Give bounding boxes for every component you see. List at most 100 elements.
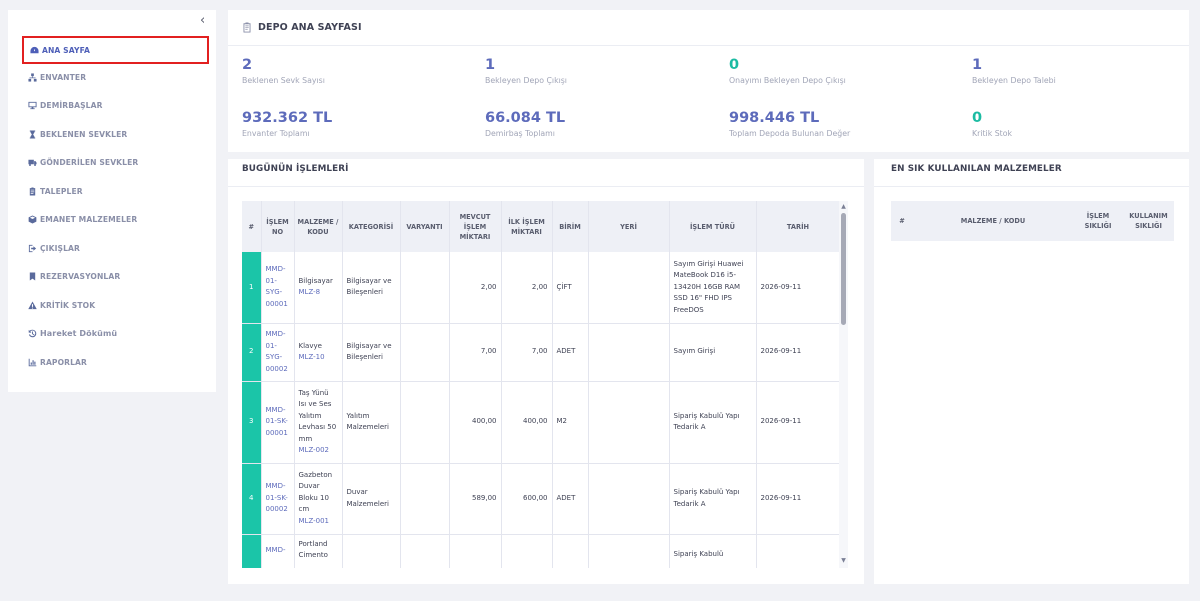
row-number: 3 (242, 381, 262, 464)
sidebar-item-talepler[interactable]: TALEPLER (26, 180, 206, 202)
initial-qty-cell (501, 534, 553, 568)
column-header[interactable]: # (891, 201, 913, 241)
stat-value: 66.084 TL (485, 110, 566, 126)
row-number: 2 (242, 323, 262, 382)
variant-cell (400, 381, 450, 464)
column-header[interactable]: VARYANTI (400, 201, 450, 252)
date-cell: 2026-09-11 (756, 252, 840, 324)
sidebar-item-label: EMANET MALZEMELER (40, 214, 138, 224)
current-qty-cell: 7,00 (449, 323, 502, 382)
location-cell (588, 534, 670, 568)
transaction-link[interactable]: MMD-01-SK-00001 (261, 381, 295, 464)
variant-cell (400, 534, 450, 568)
today-table-container[interactable]: # İŞLEM NO MALZEME / KODU KATEGORİSİ VAR… (242, 201, 840, 568)
table-row[interactable]: 2 MMD-01-SYG-00002 Klavye MLZ-10 Bilgisay… (242, 323, 840, 382)
column-header[interactable]: İLK İŞLEM MİKTARI (501, 201, 553, 252)
column-header[interactable]: YERİ (588, 201, 670, 252)
stat-envanter-toplami: 932.362 TL Envanter Toplamı (242, 109, 332, 138)
stat-demirbas-toplami: 66.084 TL Demirbaş Toplamı (485, 109, 565, 138)
scroll-thumb[interactable] (841, 213, 846, 325)
sidebar-item-hareket-dokumu[interactable]: Hareket Dökümü (26, 322, 206, 344)
sidebar-item-kritik-stok[interactable]: KRİTİK STOK (26, 294, 206, 316)
material-name: Klavye (298, 341, 322, 350)
sidebar-item-gonderilen-sevkler[interactable]: GÖNDERİLEN SEVKLER (26, 151, 206, 173)
current-qty-cell: 400,00 (449, 381, 502, 464)
date-cell: 2026-09-11 (756, 323, 840, 382)
sidebar-item-raporlar[interactable]: RAPORLAR (26, 351, 206, 373)
material-code[interactable]: MLZ-10 (298, 353, 325, 361)
table-row[interactable]: 1 MMD-01-SYG-00001 Bilgisayar MLZ-8 Bilgi… (242, 252, 840, 324)
section-title-today: BUGÜNÜN İŞLEMLERİ (242, 164, 349, 174)
material-code[interactable]: MLZ-8 (298, 288, 321, 297)
stat-toplam-deger: 998.446 TL Toplam Depoda Bulunan Değer (729, 109, 850, 138)
material-name: Portland Cimento (298, 539, 328, 560)
sidebar-item-envanter[interactable]: ENVANTER (26, 66, 206, 88)
date-cell: 2026-09-11 (756, 463, 840, 535)
row-number: 5 (242, 534, 262, 568)
unit-cell: M2 (552, 381, 589, 464)
sidebar-item-cikislar[interactable]: ÇIKIŞLAR (26, 237, 206, 259)
category-cell (342, 534, 401, 568)
material-name: Bilgisayar (298, 276, 333, 285)
stat-value: 2 (242, 57, 253, 73)
transaction-link[interactable]: MMD-01-SYG-00002 (261, 323, 295, 382)
stat-value: 932.362 TL (242, 110, 333, 126)
column-header[interactable]: # (242, 201, 262, 252)
table-row[interactable]: 3 MMD-01-SK-00001 Taş Yünü Isı ve Ses Ya… (242, 381, 840, 464)
column-header[interactable]: İŞLEM SIKLIĞI (1073, 201, 1123, 241)
column-header[interactable]: İŞLEM TÜRÜ (669, 201, 757, 252)
column-header[interactable]: KULLANIM SIKLIĞI (1123, 201, 1174, 241)
stat-label: Demirbaş Toplamı (485, 129, 555, 138)
transaction-link[interactable]: MMD-01-SK-00002 (261, 463, 295, 535)
stat-value: 0 (972, 110, 983, 126)
stat-label: Onayımı Bekleyen Depo Çıkışı (729, 76, 846, 85)
sidebar-item-ana-sayfa[interactable]: ANA SAYFA (22, 36, 209, 64)
initial-qty-cell: 600,00 (501, 463, 553, 535)
scroll-down-icon[interactable]: ▼ (841, 557, 846, 564)
type-cell: Sipariş Kabulü (669, 534, 757, 568)
column-header[interactable]: TARİH (756, 201, 840, 252)
row-number: 4 (242, 463, 262, 535)
date-cell (756, 534, 840, 568)
scroll-up-icon[interactable]: ▲ (841, 203, 846, 210)
category-cell: Bilgisayar ve Bileşenleri (342, 252, 401, 324)
location-cell (588, 323, 670, 382)
sidebar-item-label: RAPORLAR (40, 357, 87, 367)
section-divider (228, 152, 1189, 159)
sidebar-item-emanet-malzemeler[interactable]: EMANET MALZEMELER (26, 208, 206, 230)
sidebar-item-label: DEMİRBAŞLAR (40, 100, 103, 110)
desktop-icon (26, 101, 38, 110)
location-cell (588, 463, 670, 535)
material-code[interactable]: MLZ-001 (298, 516, 330, 525)
current-qty-cell: 2,00 (449, 252, 502, 324)
sidebar-item-rezervasyonlar[interactable]: REZERVASYONLAR (26, 265, 206, 287)
transaction-link[interactable]: MMD- (261, 534, 295, 568)
material-code[interactable]: MLZ-002 (298, 446, 330, 454)
column-header[interactable]: MALZEME / KODU (913, 201, 1073, 241)
popular-table: # MALZEME / KODU İŞLEM SIKLIĞI KULLANIM … (891, 201, 1174, 241)
table-row[interactable]: 5 MMD- Portland Cimento Sipariş Kabulü (242, 534, 840, 568)
material-cell: Portland Cimento (294, 534, 343, 568)
sidebar-item-label: BEKLENEN SEVKLER (40, 129, 128, 139)
column-header[interactable]: MEVCUT İŞLEM MİKTARI (449, 201, 502, 252)
table-row[interactable]: 4 MMD-01-SK-00002 Gazbeton Duvar Bloku 1… (242, 463, 840, 535)
column-header[interactable]: BİRİM (552, 201, 589, 252)
location-cell (588, 252, 670, 324)
transaction-link[interactable]: MMD-01-SYG-00001 (261, 252, 295, 324)
column-header[interactable]: MALZEME / KODU (294, 201, 343, 252)
sidebar-item-demirbaslar[interactable]: DEMİRBAŞLAR (26, 94, 206, 116)
stat-beklenen-sevk: 2 Beklenen Sevk Sayısı (242, 56, 325, 85)
stat-kritik-stok: 0 Kritik Stok (972, 109, 1012, 138)
sidebar-item-label: ENVANTER (40, 72, 87, 82)
table-scrollbar[interactable]: ▲ ▼ (839, 201, 848, 568)
variant-cell (400, 463, 450, 535)
stat-value: 1 (972, 57, 983, 73)
sidebar-item-beklenen-sevkler[interactable]: BEKLENEN SEVKLER (26, 123, 206, 145)
bookmark-icon (26, 271, 38, 281)
sidebar-item-label: ÇIKIŞLAR (40, 243, 80, 253)
initial-qty-cell: 2,00 (501, 252, 553, 324)
chevron-left-icon[interactable]: ‹ (200, 13, 206, 28)
column-header[interactable]: İŞLEM NO (261, 201, 295, 252)
stat-label: Bekleyen Depo Talebi (972, 76, 1056, 85)
column-header[interactable]: KATEGORİSİ (342, 201, 401, 252)
